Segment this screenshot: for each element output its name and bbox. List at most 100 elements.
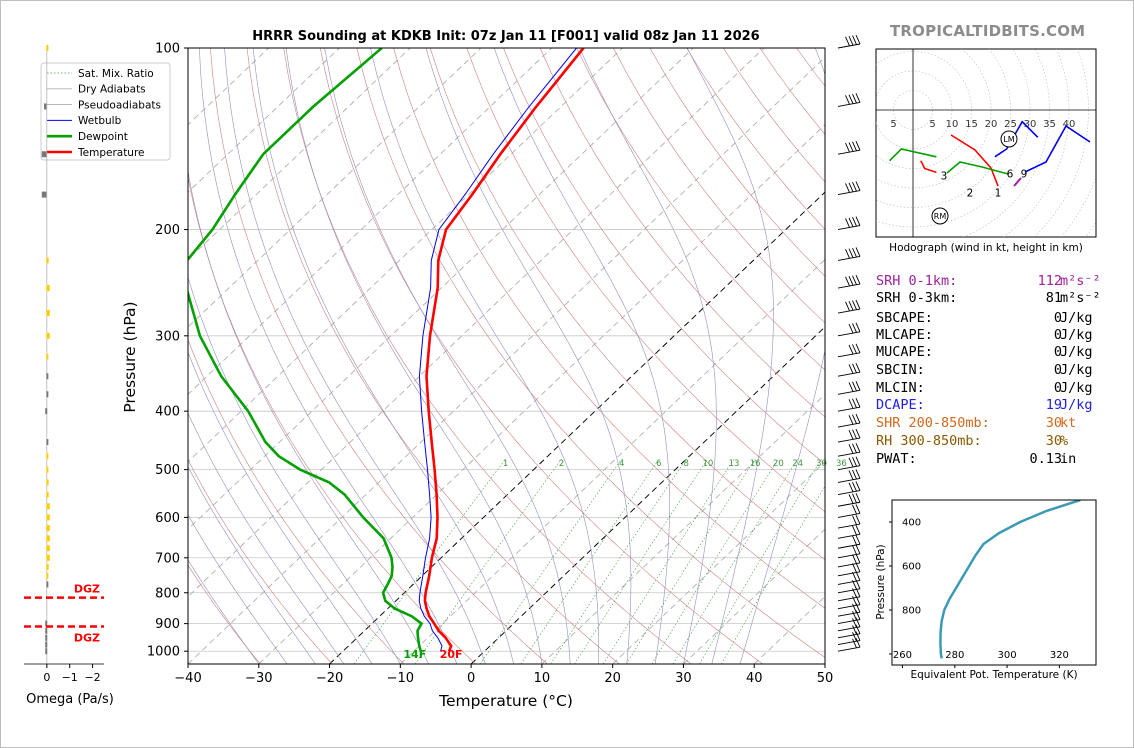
omega-bar xyxy=(46,572,49,579)
stat-label: MUCAPE: xyxy=(876,344,933,360)
y-tick-label: 200 xyxy=(155,223,180,238)
wind-barb-flag xyxy=(845,36,850,46)
wind-barb-flag xyxy=(852,323,857,333)
wind-barb-flag xyxy=(848,323,854,334)
wind-barb-flag xyxy=(855,481,861,491)
wind-barb-flag xyxy=(852,611,857,621)
dry-adiabat xyxy=(576,48,825,371)
y-tick-label: 500 xyxy=(155,463,180,478)
dry-adiabat xyxy=(188,459,333,664)
wind-barb-flag xyxy=(848,248,854,258)
wind-barb-flag xyxy=(855,34,861,45)
hodograph-point-label: 2 xyxy=(967,188,974,200)
moist-adiabat xyxy=(188,465,316,664)
theta-e-y-tick-label: 600 xyxy=(902,562,921,573)
wind-barb-flag xyxy=(855,631,861,641)
stat-unit: m²s⁻² xyxy=(1060,273,1101,289)
stat-label: MLCIN: xyxy=(876,380,925,396)
hodograph-ring-label: 5 xyxy=(929,119,935,130)
mixing-ratio-label: 10 xyxy=(702,459,713,469)
wind-barb xyxy=(837,477,861,483)
x-tick-label: 50 xyxy=(817,671,834,686)
hodograph-ring-label: 10 xyxy=(946,119,959,130)
hodograph-ring-label: 35 xyxy=(1043,119,1056,130)
theta-e-panel: 260 280 300 320 400 600 800 xyxy=(889,500,1081,668)
y-tick-label: 700 xyxy=(155,551,180,566)
wind-barb-flag xyxy=(852,563,857,573)
wind-barb-flag xyxy=(855,247,861,257)
omega-bar xyxy=(46,466,49,473)
dry-adiabat xyxy=(283,48,692,664)
hodograph-ring-label: 40 xyxy=(1063,119,1076,130)
dry-adiabat xyxy=(503,48,825,465)
wind-barb-flag xyxy=(848,142,854,152)
stat-value: 30 xyxy=(1045,415,1062,431)
x-axis-label: Temperature (°C) xyxy=(438,692,573,710)
wind-barb-flag xyxy=(852,457,857,467)
hodograph-point-label: 3 xyxy=(941,171,948,183)
omega-bar xyxy=(44,103,47,110)
dry-adiabat xyxy=(246,48,620,664)
dry-adiabat xyxy=(188,564,261,664)
legend-entry: Pseudoadiabats xyxy=(78,99,161,111)
wind-barb-flag xyxy=(855,469,861,479)
omega-bar xyxy=(46,373,49,380)
stat-value: 0 xyxy=(1053,344,1062,360)
dewpoint-line xyxy=(188,48,424,652)
mixing-ratio-label: 13 xyxy=(729,459,740,469)
mixing-ratio-label: 30 xyxy=(816,459,827,469)
hodograph-ring-label: 15 xyxy=(965,119,978,130)
isotherm xyxy=(188,48,765,598)
wind-barbs xyxy=(824,34,861,664)
wind-barb-flag xyxy=(855,617,861,627)
wind-barb-flag xyxy=(845,301,850,311)
omega-bar xyxy=(46,45,49,51)
hodograph-trace xyxy=(889,148,937,162)
wind-barb-flag xyxy=(855,603,861,613)
moist-adiabat xyxy=(188,514,288,664)
dry-adiabat xyxy=(539,48,825,418)
omega-bar xyxy=(46,535,50,542)
isotherm xyxy=(188,48,411,261)
wind-barb-flag xyxy=(852,275,857,285)
omega-bar xyxy=(45,634,48,641)
y-tick-label: 400 xyxy=(155,405,180,420)
wind-barb-flag xyxy=(852,414,857,424)
dry-adiabat xyxy=(466,48,825,513)
theta-e-line xyxy=(939,500,1081,659)
wind-barb-flag xyxy=(848,399,854,409)
moist-adiabat xyxy=(252,48,514,664)
omega-bar xyxy=(45,620,48,627)
omega-bar xyxy=(46,439,49,446)
stat-value: 0 xyxy=(1053,362,1062,378)
x-tick-label: 10 xyxy=(534,671,551,686)
theta-e-x-tick-label: 260 xyxy=(893,650,912,661)
temperature-line xyxy=(423,48,585,652)
wind-barb-flag xyxy=(855,535,861,545)
omega-bar xyxy=(46,453,49,460)
wind-barb-flag xyxy=(845,249,850,259)
theta-e-x-tick-label: 320 xyxy=(1050,650,1069,661)
wind-barb-flag xyxy=(848,415,854,425)
dry-adiabat xyxy=(210,48,548,664)
wind-barb xyxy=(837,646,861,652)
stat-unit: J/kg xyxy=(1060,397,1093,413)
skewt-profiles xyxy=(188,48,585,652)
wind-barb-flag xyxy=(855,413,861,424)
wind-barb-flag xyxy=(848,94,854,104)
wind-barb-flag xyxy=(855,343,861,353)
moist-adiabat xyxy=(188,412,344,664)
hodograph-point-label: 9 xyxy=(1021,169,1028,181)
legend: Sat. Mix. Ratio Dry Adiabats Pseudoadiabat… xyxy=(40,62,171,161)
wind-barb-flag xyxy=(848,457,854,468)
omega-bar xyxy=(46,257,49,264)
mixing-ratio-line xyxy=(721,485,825,664)
wind-barb-flag xyxy=(852,493,857,504)
wind-barb-flag xyxy=(848,217,854,227)
moist-adiabat xyxy=(188,351,373,664)
omega-tick-label: 0 xyxy=(43,671,50,684)
wind-barb xyxy=(837,389,861,395)
moist-adiabat xyxy=(188,276,401,664)
theta-e-x-label: Equivalent Pot. Temperature (K) xyxy=(910,669,1077,681)
theta-e-y-tick-label: 800 xyxy=(902,606,921,617)
